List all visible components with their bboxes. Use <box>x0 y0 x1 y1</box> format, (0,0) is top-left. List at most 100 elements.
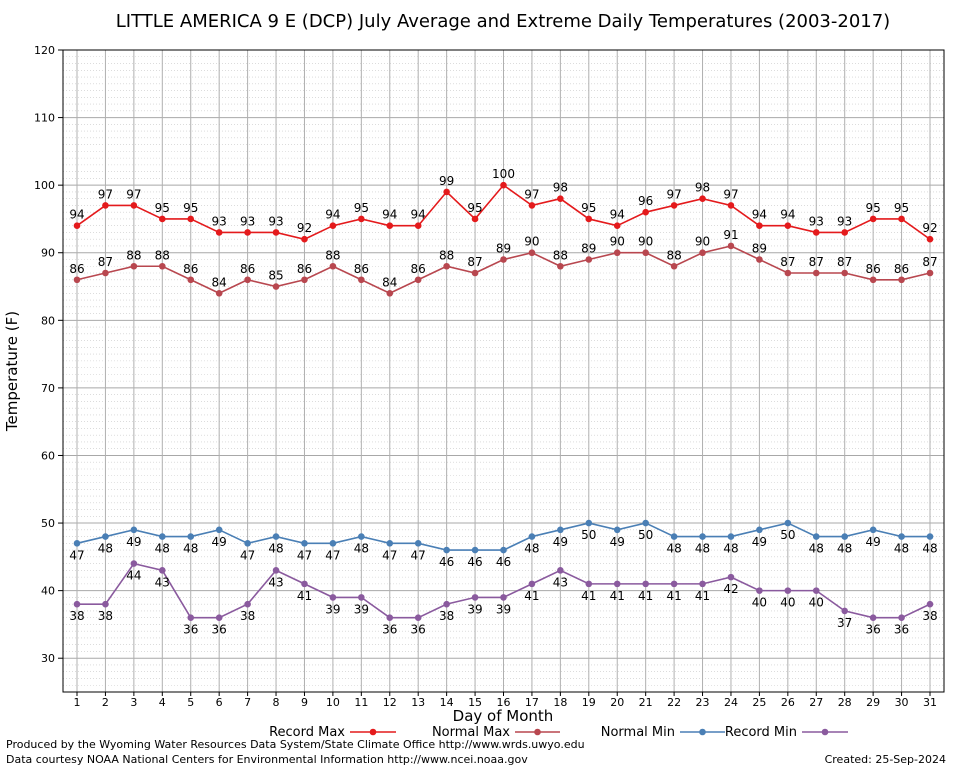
data-label: 38 <box>69 609 84 623</box>
data-label: 49 <box>553 535 568 549</box>
x-tick-label: 18 <box>553 696 567 709</box>
data-point <box>301 540 308 547</box>
data-label: 95 <box>894 201 909 215</box>
y-tick-label: 40 <box>41 585 55 598</box>
data-label: 47 <box>297 548 312 562</box>
data-point <box>812 229 820 236</box>
data-label: 93 <box>837 214 852 228</box>
x-tick-label: 29 <box>866 696 880 709</box>
data-point <box>557 567 564 574</box>
data-point <box>102 269 109 277</box>
data-point <box>898 276 905 284</box>
data-point <box>784 222 792 230</box>
data-label: 48 <box>98 542 113 556</box>
data-point <box>130 526 138 534</box>
data-point <box>898 533 905 540</box>
data-label: 90 <box>610 235 625 249</box>
data-label: 49 <box>212 535 227 549</box>
data-label: 39 <box>354 602 369 616</box>
data-point <box>187 276 195 284</box>
data-label: 38 <box>240 609 255 623</box>
data-label: 97 <box>666 187 681 201</box>
data-point <box>244 229 251 236</box>
data-label: 48 <box>837 542 852 556</box>
data-point <box>869 276 877 284</box>
data-label: 95 <box>581 201 596 215</box>
x-tick-label: 1 <box>74 696 81 709</box>
legend-label: Record Min <box>725 725 797 740</box>
data-label: 86 <box>411 262 426 276</box>
data-label: 48 <box>155 542 170 556</box>
data-label: 87 <box>837 255 852 269</box>
data-point <box>159 533 166 540</box>
data-label: 95 <box>865 201 880 215</box>
data-point <box>756 256 763 263</box>
data-point <box>727 202 735 209</box>
data-label: 86 <box>69 262 84 276</box>
data-point <box>642 580 649 588</box>
data-label: 48 <box>524 542 539 556</box>
data-point <box>812 587 820 594</box>
data-label: 100 <box>492 167 515 181</box>
data-label: 94 <box>411 208 426 222</box>
data-point <box>244 540 251 547</box>
x-tick-label: 17 <box>525 696 539 709</box>
data-label: 97 <box>126 187 141 201</box>
data-point <box>414 614 422 621</box>
legend-swatch-marker <box>821 728 829 736</box>
data-label: 86 <box>865 262 880 276</box>
data-label: 90 <box>524 235 539 249</box>
data-label: 87 <box>809 255 824 269</box>
data-point <box>159 262 166 270</box>
data-point <box>471 594 479 601</box>
data-label: 93 <box>212 214 227 228</box>
data-point <box>386 222 394 230</box>
y-tick-label: 120 <box>34 44 55 57</box>
data-label: 86 <box>297 262 312 276</box>
data-label: 43 <box>268 575 283 589</box>
data-label: 46 <box>467 555 482 569</box>
data-label: 95 <box>354 201 369 215</box>
data-label: 91 <box>723 228 738 242</box>
data-label: 94 <box>752 208 767 222</box>
data-point <box>869 215 877 223</box>
data-label: 87 <box>922 255 937 269</box>
data-point <box>613 580 621 588</box>
data-label: 86 <box>354 262 369 276</box>
data-label: 87 <box>98 255 113 269</box>
data-label: 94 <box>610 208 625 222</box>
data-label: 93 <box>240 214 255 228</box>
data-point <box>926 269 934 277</box>
data-point <box>443 546 450 554</box>
data-point <box>215 526 223 534</box>
data-point <box>301 235 308 243</box>
y-tick-label: 60 <box>41 449 55 462</box>
data-point <box>215 289 223 297</box>
data-point <box>443 600 450 608</box>
data-point <box>414 222 422 230</box>
data-label: 46 <box>439 555 454 569</box>
data-point <box>73 540 81 547</box>
data-point <box>73 222 81 230</box>
chart-title: LITTLE AMERICA 9 E (DCP) July Average an… <box>116 11 890 32</box>
data-point <box>670 262 678 270</box>
data-point <box>841 269 848 277</box>
y-tick-label: 30 <box>41 652 55 665</box>
data-labels: 94 97 97 95 95 93 93 93 92 94 95 94 94 99 95 100 97 98 95 9… <box>69 167 937 637</box>
x-tick-label: 11 <box>354 696 368 709</box>
data-label: 94 <box>69 208 84 222</box>
data-label: 96 <box>638 194 653 208</box>
data-label: 36 <box>183 623 198 637</box>
data-point <box>102 533 109 540</box>
data-point <box>642 249 649 257</box>
data-label: 44 <box>126 569 141 583</box>
x-axis-title: Day of Month <box>453 707 554 725</box>
data-point <box>272 229 280 236</box>
data-label: 88 <box>553 248 568 262</box>
data-point <box>699 195 706 202</box>
data-label: 43 <box>553 575 568 589</box>
data-point <box>301 276 308 284</box>
data-label: 39 <box>467 602 482 616</box>
data-point <box>500 546 507 554</box>
